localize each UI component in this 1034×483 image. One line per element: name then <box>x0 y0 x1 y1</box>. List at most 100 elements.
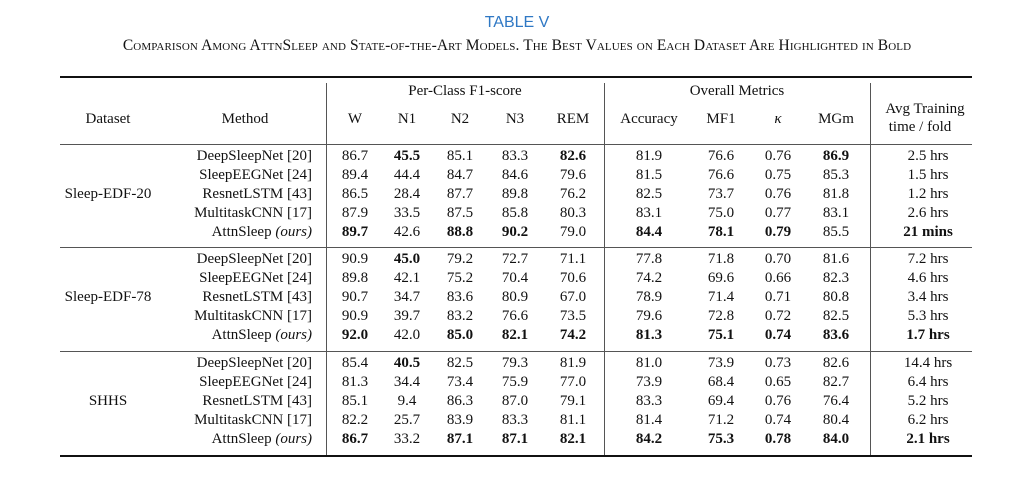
value-cell-rem: 79.6 <box>559 167 587 183</box>
value-cell-mgm: 82.3 <box>822 270 850 286</box>
ours-marker: (ours) <box>275 224 312 240</box>
value-cell-mf1: 71.8 <box>707 251 735 267</box>
value-cell-kappa: 0.72 <box>764 308 792 324</box>
value-cell-w: 86.7 <box>341 148 369 164</box>
method-cell: DeepSleepNet [20] <box>150 148 312 165</box>
value-cell-n3: 87.0 <box>501 393 529 409</box>
col-header-mf1: MF1 <box>706 111 736 127</box>
value-cell-time: 1.5 hrs <box>907 167 949 183</box>
value-cell-accuracy: 83.3 <box>635 393 663 409</box>
value-cell-n3: 76.6 <box>501 308 529 324</box>
value-cell-n3: 83.3 <box>501 148 529 164</box>
method-name: MultitaskCNN [17] <box>194 308 312 324</box>
value-cell-mgm: 80.4 <box>822 412 850 428</box>
value-cell-kappa: 0.66 <box>764 270 792 286</box>
method-cell: MultitaskCNN [17] <box>150 412 312 429</box>
value-cell-n3: 75.9 <box>501 374 529 390</box>
value-cell-time: 14.4 hrs <box>903 355 953 371</box>
value-cell-mf1: 75.0 <box>707 205 735 221</box>
value-cell-n2: 87.5 <box>446 205 474 221</box>
value-cell-w: 86.7 <box>341 431 369 447</box>
value-cell-n2: 84.7 <box>446 167 474 183</box>
value-cell-accuracy: 81.5 <box>635 167 663 183</box>
overall-separator <box>870 83 871 455</box>
section-rule-1 <box>60 247 972 248</box>
value-cell-accuracy: 83.1 <box>635 205 663 221</box>
value-cell-n2: 85.0 <box>446 327 474 343</box>
value-cell-rem: 82.1 <box>559 431 587 447</box>
value-cell-accuracy: 81.0 <box>635 355 663 371</box>
value-cell-time: 21 mins <box>903 224 953 240</box>
value-cell-n1: 33.5 <box>393 205 421 221</box>
value-cell-time: 3.4 hrs <box>907 289 949 305</box>
value-cell-rem: 74.2 <box>559 327 587 343</box>
value-cell-w: 90.9 <box>341 251 369 267</box>
value-cell-kappa: 0.77 <box>764 205 792 221</box>
value-cell-mf1: 69.6 <box>707 270 735 286</box>
value-cell-n1: 44.4 <box>393 167 421 183</box>
value-cell-mf1: 78.1 <box>707 224 735 240</box>
value-cell-rem: 76.2 <box>559 186 587 202</box>
value-cell-n3: 83.3 <box>501 412 529 428</box>
value-cell-rem: 67.0 <box>559 289 587 305</box>
method-name: ResnetLSTM [43] <box>202 186 312 202</box>
value-cell-n2: 87.1 <box>446 431 474 447</box>
value-cell-rem: 81.9 <box>559 355 587 371</box>
value-cell-mgm: 82.7 <box>822 374 850 390</box>
value-cell-time: 2.5 hrs <box>907 148 949 164</box>
value-cell-time: 2.1 hrs <box>906 431 950 447</box>
col-header-mgm: MGm <box>818 111 854 127</box>
value-cell-n3: 82.1 <box>501 327 529 343</box>
value-cell-rem: 81.1 <box>559 412 587 428</box>
value-cell-n1: 42.0 <box>393 327 421 343</box>
method-cell: AttnSleep (ours) <box>150 224 312 241</box>
value-cell-time: 2.6 hrs <box>907 205 949 221</box>
col-header-method: Method <box>221 111 269 127</box>
value-cell-n3: 90.2 <box>501 224 529 240</box>
value-cell-rem: 82.6 <box>559 148 587 164</box>
value-cell-mgm: 81.8 <box>822 186 850 202</box>
method-separator <box>326 83 327 455</box>
value-cell-time: 6.2 hrs <box>907 412 949 428</box>
method-cell: SleepEEGNet [24] <box>150 167 312 184</box>
value-cell-kappa: 0.70 <box>764 251 792 267</box>
ours-marker: (ours) <box>275 431 312 447</box>
value-cell-time: 5.2 hrs <box>907 393 949 409</box>
value-cell-mf1: 68.4 <box>707 374 735 390</box>
value-cell-accuracy: 73.9 <box>635 374 663 390</box>
value-cell-mf1: 73.7 <box>707 186 735 202</box>
value-cell-mgm: 82.5 <box>822 308 850 324</box>
value-cell-n2: 79.2 <box>446 251 474 267</box>
method-name: ResnetLSTM [43] <box>202 289 312 305</box>
value-cell-mf1: 73.9 <box>707 355 735 371</box>
dataset-label: Sleep-EDF-20 <box>64 186 152 202</box>
value-cell-kappa: 0.65 <box>764 374 792 390</box>
method-name: SleepEEGNet [24] <box>199 270 312 286</box>
value-cell-accuracy: 81.3 <box>635 327 663 343</box>
value-cell-accuracy: 81.4 <box>635 412 663 428</box>
value-cell-mf1: 75.3 <box>707 431 735 447</box>
value-cell-n3: 72.7 <box>501 251 529 267</box>
value-cell-n2: 88.8 <box>446 224 474 240</box>
value-cell-n1: 33.2 <box>393 431 421 447</box>
value-cell-accuracy: 82.5 <box>635 186 663 202</box>
method-name: AttnSleep <box>211 224 272 240</box>
value-cell-n2: 83.2 <box>446 308 474 324</box>
method-cell: DeepSleepNet [20] <box>150 251 312 268</box>
value-cell-mgm: 85.3 <box>822 167 850 183</box>
method-name: AttnSleep <box>211 431 272 447</box>
value-cell-n1: 40.5 <box>393 355 421 371</box>
value-cell-rem: 70.6 <box>559 270 587 286</box>
value-cell-n3: 79.3 <box>501 355 529 371</box>
value-cell-n2: 83.9 <box>446 412 474 428</box>
value-cell-kappa: 0.74 <box>764 412 792 428</box>
method-cell: SleepEEGNet [24] <box>150 374 312 391</box>
value-cell-n1: 42.6 <box>393 224 421 240</box>
value-cell-kappa: 0.75 <box>764 167 792 183</box>
table-label: TABLE V <box>484 14 550 31</box>
value-cell-mf1: 71.2 <box>707 412 735 428</box>
group-header-overall: Overall Metrics <box>689 83 785 99</box>
col-header-n2: N2 <box>450 111 470 127</box>
value-cell-n2: 85.1 <box>446 148 474 164</box>
dataset-label: Sleep-EDF-78 <box>64 289 152 305</box>
